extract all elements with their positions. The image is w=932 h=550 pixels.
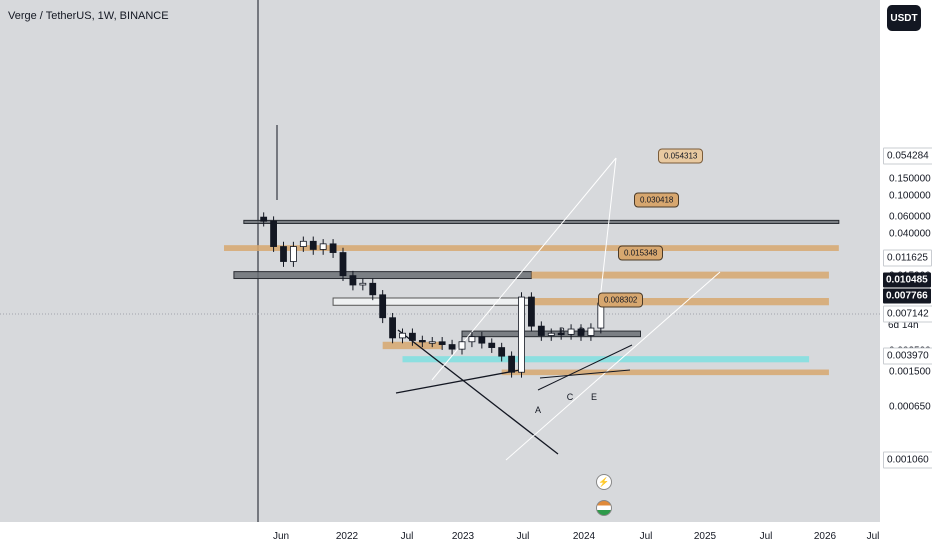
candle-body <box>349 275 357 286</box>
candle-body <box>587 327 595 336</box>
candle-body <box>528 296 535 327</box>
currency-button[interactable]: USDT <box>887 5 921 31</box>
candle-body <box>547 332 555 336</box>
lightning-icon[interactable]: ⚡ <box>596 474 612 490</box>
candle-body <box>359 282 367 286</box>
candle-body <box>389 317 396 339</box>
price-tick-label: 0.150000 <box>889 173 931 185</box>
candle-body <box>478 336 486 344</box>
trend-line <box>599 157 617 301</box>
flag-icon[interactable] <box>596 500 612 516</box>
candle-body <box>399 332 406 339</box>
price-tick-label: 0.040000 <box>889 228 931 240</box>
price-label-box: 0.007142 <box>883 305 932 323</box>
zone-orange <box>501 369 829 376</box>
time-tick-label: 2024 <box>572 531 596 542</box>
candle-body <box>290 246 297 262</box>
candle-body <box>537 325 545 336</box>
price-label-box: 0.010485 <box>883 272 931 288</box>
price-chart[interactable] <box>0 0 880 522</box>
candle-body <box>280 246 287 262</box>
candle-body <box>567 328 575 335</box>
candle-body <box>458 341 466 350</box>
time-tick-label: 2023 <box>451 531 475 542</box>
time-tick-label: 2022 <box>335 531 359 542</box>
time-tick-label: Jun <box>272 531 290 542</box>
candle-body <box>309 240 317 250</box>
candle-body <box>428 341 436 344</box>
pattern-point-label: B <box>558 326 566 336</box>
bar-countdown: 6d 14h <box>888 320 919 331</box>
zone-white <box>332 297 532 306</box>
zone-orange <box>531 271 829 279</box>
candle-body <box>498 347 506 357</box>
trend-line <box>537 344 633 391</box>
time-tick-label: 2026 <box>813 531 837 542</box>
price-label-box: 0.007766 <box>883 288 931 304</box>
trend-line <box>539 369 631 379</box>
time-axis[interactable] <box>0 522 880 550</box>
candle-body <box>518 296 525 373</box>
target-price-tag[interactable]: 0.054313 <box>658 148 704 164</box>
zone-gray <box>233 271 532 280</box>
candle-body <box>329 243 337 253</box>
price-tick-label: 0.100000 <box>889 190 931 202</box>
trend-line <box>395 369 521 394</box>
target-price-tag[interactable]: 0.030418 <box>634 192 680 208</box>
candle-body <box>369 282 377 296</box>
trend-line <box>397 329 559 455</box>
candle-body <box>557 332 565 336</box>
symbol-title: Verge / TetherUS, 1W, BINANCE <box>8 10 169 22</box>
target-price-tag[interactable]: 0.008302 <box>598 292 644 308</box>
time-tick-label: Jul <box>759 531 773 542</box>
candle-body <box>468 336 476 343</box>
zone-cyan <box>402 356 810 363</box>
target-price-tag[interactable]: 0.015348 <box>618 245 664 261</box>
price-label-box: 0.001060 <box>883 451 932 469</box>
candle-body <box>448 344 456 350</box>
candle-body <box>409 332 416 341</box>
price-label-box: 0.054284 <box>883 147 932 165</box>
candle-body <box>438 341 446 345</box>
time-tick-label: Jul <box>639 531 653 542</box>
zone-gray <box>243 219 840 224</box>
price-label-box: 0.011625 <box>883 249 932 267</box>
price-label-box: 0.003970 <box>883 347 932 365</box>
candle-body <box>299 240 307 247</box>
candle-body <box>418 340 426 343</box>
time-tick-label: Jul <box>516 531 530 542</box>
candle-body <box>488 342 496 348</box>
zone-orange <box>531 298 829 306</box>
pattern-point-label: D <box>578 326 586 336</box>
price-tick-label: 0.001500 <box>889 366 931 378</box>
trend-line <box>505 271 721 461</box>
price-tick-label: 0.000650 <box>889 401 931 413</box>
pattern-point-label: E <box>590 392 598 402</box>
pattern-point-label: C <box>566 392 574 402</box>
chart-area[interactable]: Verge / TetherUS, 1W, BINANCE <box>0 0 880 522</box>
time-tick-label: Jul <box>866 531 880 542</box>
time-tick-label: Jul <box>400 531 414 542</box>
candle-body <box>319 243 327 250</box>
time-tick-label: 2025 <box>693 531 717 542</box>
zone-orange <box>224 245 839 251</box>
pattern-point-label: A <box>534 405 542 415</box>
candle-body <box>260 216 268 222</box>
candle-body <box>379 294 387 319</box>
candle-body <box>270 220 277 247</box>
price-tick-label: 0.060000 <box>889 211 931 223</box>
candle-body <box>508 355 515 373</box>
candle-body <box>339 252 347 277</box>
candle-body <box>577 328 585 336</box>
